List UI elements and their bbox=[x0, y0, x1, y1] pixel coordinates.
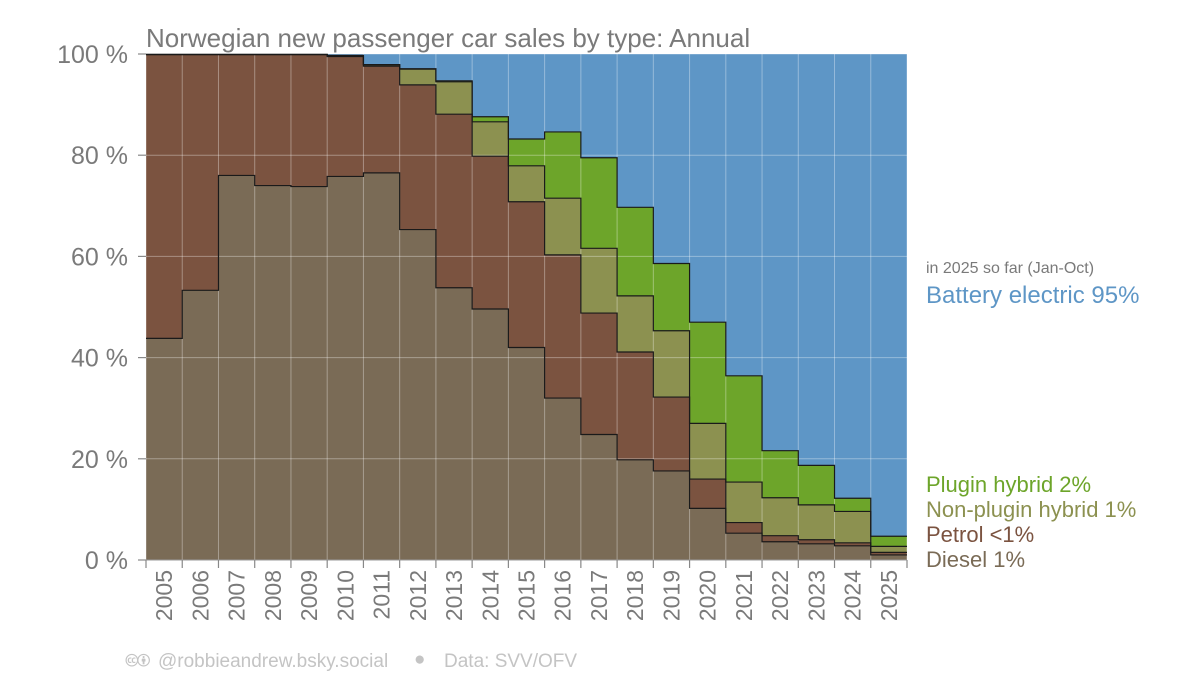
x-tick-label: 2006 bbox=[187, 570, 213, 621]
x-tick-label: 2014 bbox=[477, 570, 503, 621]
boundary-petrol bbox=[146, 53, 907, 554]
y-axis: 0 % 20 % 40 % 60 % 80 % 100 % bbox=[57, 41, 146, 575]
x-tick-label: 2015 bbox=[514, 570, 540, 621]
legend-non-plugin-hybrid: Non-plugin hybrid 1% bbox=[926, 497, 1136, 522]
x-tick-label: 2021 bbox=[731, 570, 757, 621]
x-axis: 2005 2006 2007 2008 2009 2010 2011 2012 2013 2014… bbox=[145, 559, 908, 621]
x-tick-label: 2022 bbox=[767, 570, 793, 621]
x-tick-label: 2018 bbox=[622, 570, 648, 621]
y-tick-label: 0 % bbox=[85, 547, 128, 575]
x-tick-label: 2016 bbox=[550, 570, 576, 621]
cc-license-icon: 🅭🅯 bbox=[125, 651, 151, 672]
legend-diesel: Diesel 1% bbox=[926, 547, 1025, 572]
x-tick-label: 2020 bbox=[695, 570, 721, 621]
x-tick-label: 2017 bbox=[586, 570, 612, 621]
y-tick-label: 20 % bbox=[71, 446, 128, 474]
x-tick-label: 2019 bbox=[658, 570, 684, 621]
area-plugin-hybrid bbox=[146, 54, 907, 547]
plot-area bbox=[145, 53, 908, 561]
legend: in 2025 so far (Jan-Oct) Battery electri… bbox=[926, 260, 1139, 572]
x-tick-label: 2008 bbox=[260, 570, 286, 621]
credit-handle: @robbieandrew.bsky.social bbox=[158, 651, 388, 672]
boundary-diesel bbox=[146, 172, 907, 556]
boundary-plugin-hybrid bbox=[146, 53, 907, 537]
legend-plugin-hybrid: Plugin hybrid 2% bbox=[926, 472, 1091, 497]
x-tick-label: 2007 bbox=[224, 570, 250, 621]
legend-note: in 2025 so far (Jan-Oct) bbox=[926, 260, 1094, 277]
credit-separator: ● bbox=[414, 649, 425, 670]
x-tick-label: 2025 bbox=[876, 570, 902, 621]
area-battery-electric bbox=[146, 54, 907, 537]
x-tick-label: 2009 bbox=[296, 570, 322, 621]
chart-title: Norwegian new passenger car sales by typ… bbox=[146, 23, 750, 53]
x-tick-label: 2012 bbox=[405, 570, 431, 621]
area-petrol bbox=[146, 54, 907, 555]
x-tick-label: 2013 bbox=[441, 570, 467, 621]
x-tick-label: 2010 bbox=[332, 570, 358, 621]
y-tick-label: 60 % bbox=[71, 243, 128, 271]
x-tick-label: 2005 bbox=[151, 570, 177, 621]
x-tick-label: 2024 bbox=[840, 570, 866, 621]
x-tick-label: 2011 bbox=[369, 570, 395, 619]
credit-source: Data: SVV/OFV bbox=[444, 651, 577, 672]
x-tick-label: 2023 bbox=[803, 570, 829, 621]
y-tick-label: 100 % bbox=[57, 41, 128, 69]
area-non-plugin-hybrid bbox=[146, 54, 907, 553]
legend-battery-electric: Battery electric 95% bbox=[926, 282, 1139, 309]
credit-line: 🅭🅯 @robbieandrew.bsky.social ● Data: SVV… bbox=[125, 649, 577, 672]
y-tick-label: 40 % bbox=[71, 345, 128, 373]
legend-petrol: Petrol <1% bbox=[926, 522, 1034, 547]
area-diesel bbox=[146, 172, 907, 560]
y-tick-label: 80 % bbox=[71, 142, 128, 170]
